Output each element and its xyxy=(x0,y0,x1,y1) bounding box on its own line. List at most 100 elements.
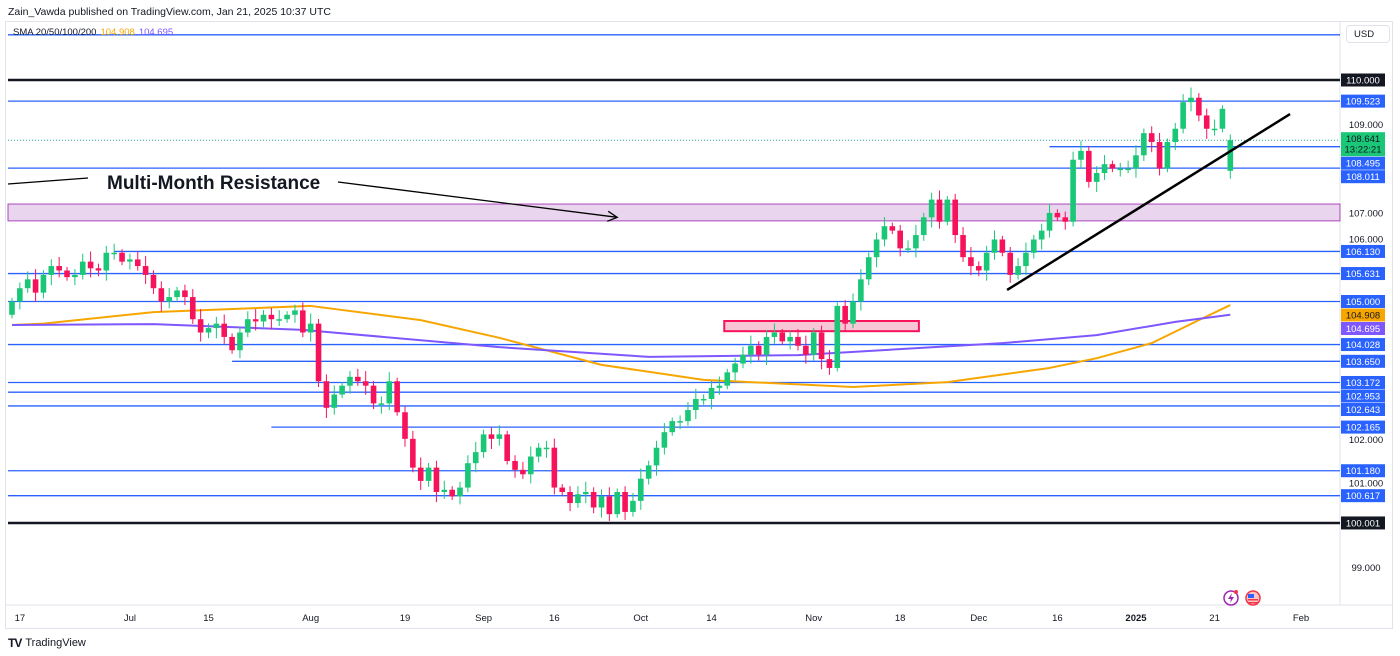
price-label: 102.165 xyxy=(1346,423,1380,434)
candle xyxy=(622,486,628,520)
candle xyxy=(685,402,691,426)
candle-body xyxy=(818,332,825,360)
candle-body xyxy=(763,336,770,355)
candle xyxy=(850,293,856,329)
candle xyxy=(1219,105,1226,133)
candle-body xyxy=(983,252,990,271)
sma-price-label-bg xyxy=(1341,308,1385,322)
candle-body xyxy=(111,252,117,255)
candle xyxy=(1070,151,1076,227)
candle-body xyxy=(598,496,605,508)
candle-body xyxy=(920,217,927,236)
candle xyxy=(803,335,809,364)
candle xyxy=(410,430,416,473)
candle xyxy=(339,382,345,399)
price-label: 108.011 xyxy=(1346,172,1380,183)
arrow-head-icon xyxy=(606,210,619,222)
candle-body xyxy=(32,279,39,293)
candle-body xyxy=(378,403,385,405)
indicator-legend[interactable]: SMA 20/50/100/200 104.908 104.695 xyxy=(13,27,173,38)
candle xyxy=(386,372,393,411)
currency-button[interactable]: USD xyxy=(1346,25,1390,43)
candle-body xyxy=(504,434,510,461)
us-flag-event-icon[interactable] xyxy=(1245,590,1261,606)
candle xyxy=(252,309,259,331)
candle-body xyxy=(543,447,550,450)
candle-body xyxy=(417,467,424,481)
candle-body xyxy=(638,478,644,501)
candle xyxy=(661,423,668,455)
chart-pane[interactable] xyxy=(5,21,1393,629)
x-tick-label: 21 xyxy=(1209,613,1220,624)
candle xyxy=(881,217,888,247)
price-label-bg xyxy=(1341,156,1385,170)
candle xyxy=(260,310,267,328)
candle xyxy=(818,325,825,370)
candle xyxy=(638,468,644,510)
x-tick-label: Aug xyxy=(302,613,319,624)
candle-body xyxy=(787,336,793,342)
tradingview-logo[interactable]: TV TradingView xyxy=(8,636,86,650)
candle xyxy=(1227,134,1234,179)
candle-body xyxy=(520,469,526,475)
candle-body xyxy=(685,410,691,422)
candle xyxy=(229,333,235,354)
candle-body xyxy=(732,363,738,373)
candle-body xyxy=(645,465,652,479)
candle-body xyxy=(795,336,801,346)
candle-body xyxy=(590,491,597,508)
candle-body xyxy=(402,412,408,439)
candle-body xyxy=(755,345,762,355)
candle xyxy=(913,224,919,258)
candle-body xyxy=(355,376,361,382)
price-label-bg xyxy=(1341,170,1385,184)
price-label-bg xyxy=(1341,295,1385,308)
candle-body xyxy=(960,235,966,258)
candle-body xyxy=(928,199,935,218)
candle xyxy=(598,489,605,518)
sma-purple-line xyxy=(11,313,1231,358)
price-label: 100.617 xyxy=(1346,491,1380,502)
candle-body xyxy=(87,261,94,269)
candle-body xyxy=(370,385,377,404)
candle-body xyxy=(472,452,479,464)
countdown-label: 13:22:21 xyxy=(1345,145,1382,156)
flag-canton xyxy=(1248,594,1254,598)
candle-body xyxy=(826,359,833,368)
candle-body xyxy=(1117,168,1124,171)
y-tick-label: 109.000 xyxy=(1349,120,1383,131)
candle-body xyxy=(307,323,314,333)
candle-body xyxy=(300,310,306,333)
annotation-line xyxy=(7,177,89,185)
candle-body xyxy=(1180,102,1186,129)
candle xyxy=(449,486,455,500)
candle-body xyxy=(708,387,715,399)
price-label: 101.180 xyxy=(1346,466,1380,477)
y-tick-label: 99.000 xyxy=(1351,563,1380,574)
candle-body xyxy=(677,421,683,423)
candle xyxy=(300,302,306,338)
candle-body xyxy=(488,434,495,439)
candle xyxy=(771,323,778,344)
candle-body xyxy=(897,230,903,249)
candle xyxy=(975,261,982,277)
candle xyxy=(150,270,157,294)
candle-body xyxy=(850,301,856,324)
candle xyxy=(174,286,180,301)
event-dot xyxy=(1234,590,1238,594)
candle xyxy=(606,487,613,522)
candle-body xyxy=(425,467,432,481)
x-tick-label: Feb xyxy=(1293,613,1309,624)
candle xyxy=(834,302,841,372)
candle xyxy=(496,425,503,446)
candle xyxy=(763,330,770,365)
candle xyxy=(1062,211,1069,230)
candle xyxy=(527,446,534,484)
lightning-event-icon[interactable] xyxy=(1223,590,1239,606)
candle-body xyxy=(245,319,251,333)
resistance-zone xyxy=(7,203,1341,222)
candle xyxy=(1172,122,1179,150)
candle xyxy=(221,314,228,344)
candle-body xyxy=(1172,128,1179,143)
